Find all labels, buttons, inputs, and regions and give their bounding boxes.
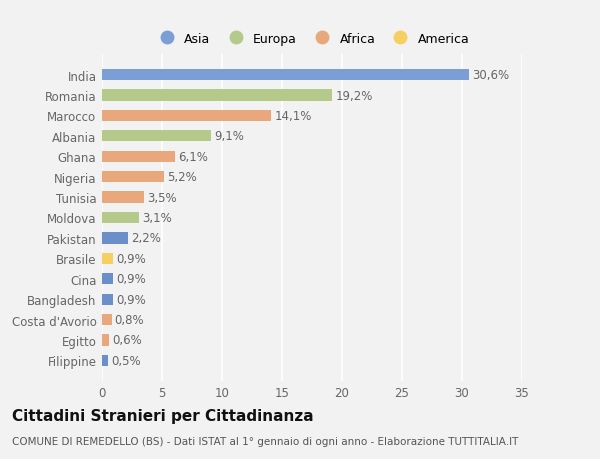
Text: 0,6%: 0,6% xyxy=(112,334,142,347)
Text: 14,1%: 14,1% xyxy=(274,110,311,123)
Text: 2,2%: 2,2% xyxy=(131,232,161,245)
Bar xyxy=(102,70,469,81)
Text: 9,1%: 9,1% xyxy=(214,130,244,143)
Bar xyxy=(102,253,113,264)
Text: 19,2%: 19,2% xyxy=(335,90,373,102)
Bar xyxy=(102,213,139,224)
Bar xyxy=(102,151,175,162)
Text: 0,9%: 0,9% xyxy=(116,273,146,285)
Text: 0,8%: 0,8% xyxy=(115,313,144,326)
Text: 3,5%: 3,5% xyxy=(147,191,176,204)
Bar xyxy=(102,294,113,305)
Text: 0,5%: 0,5% xyxy=(111,354,140,367)
Bar xyxy=(102,172,164,183)
Bar xyxy=(102,274,113,285)
Text: 6,1%: 6,1% xyxy=(178,151,208,163)
Bar xyxy=(102,355,108,366)
Bar xyxy=(102,131,211,142)
Text: Cittadini Stranieri per Cittadinanza: Cittadini Stranieri per Cittadinanza xyxy=(12,409,314,424)
Legend: Asia, Europa, Africa, America: Asia, Europa, Africa, America xyxy=(151,29,473,49)
Text: 0,9%: 0,9% xyxy=(116,293,146,306)
Text: 0,9%: 0,9% xyxy=(116,252,146,265)
Bar xyxy=(102,192,144,203)
Text: 3,1%: 3,1% xyxy=(142,212,172,224)
Bar xyxy=(102,111,271,122)
Text: COMUNE DI REMEDELLO (BS) - Dati ISTAT al 1° gennaio di ogni anno - Elaborazione : COMUNE DI REMEDELLO (BS) - Dati ISTAT al… xyxy=(12,436,518,446)
Text: 30,6%: 30,6% xyxy=(472,69,509,82)
Bar xyxy=(102,335,109,346)
Text: 5,2%: 5,2% xyxy=(167,171,197,184)
Bar xyxy=(102,233,128,244)
Bar xyxy=(102,314,112,325)
Bar xyxy=(102,90,332,101)
